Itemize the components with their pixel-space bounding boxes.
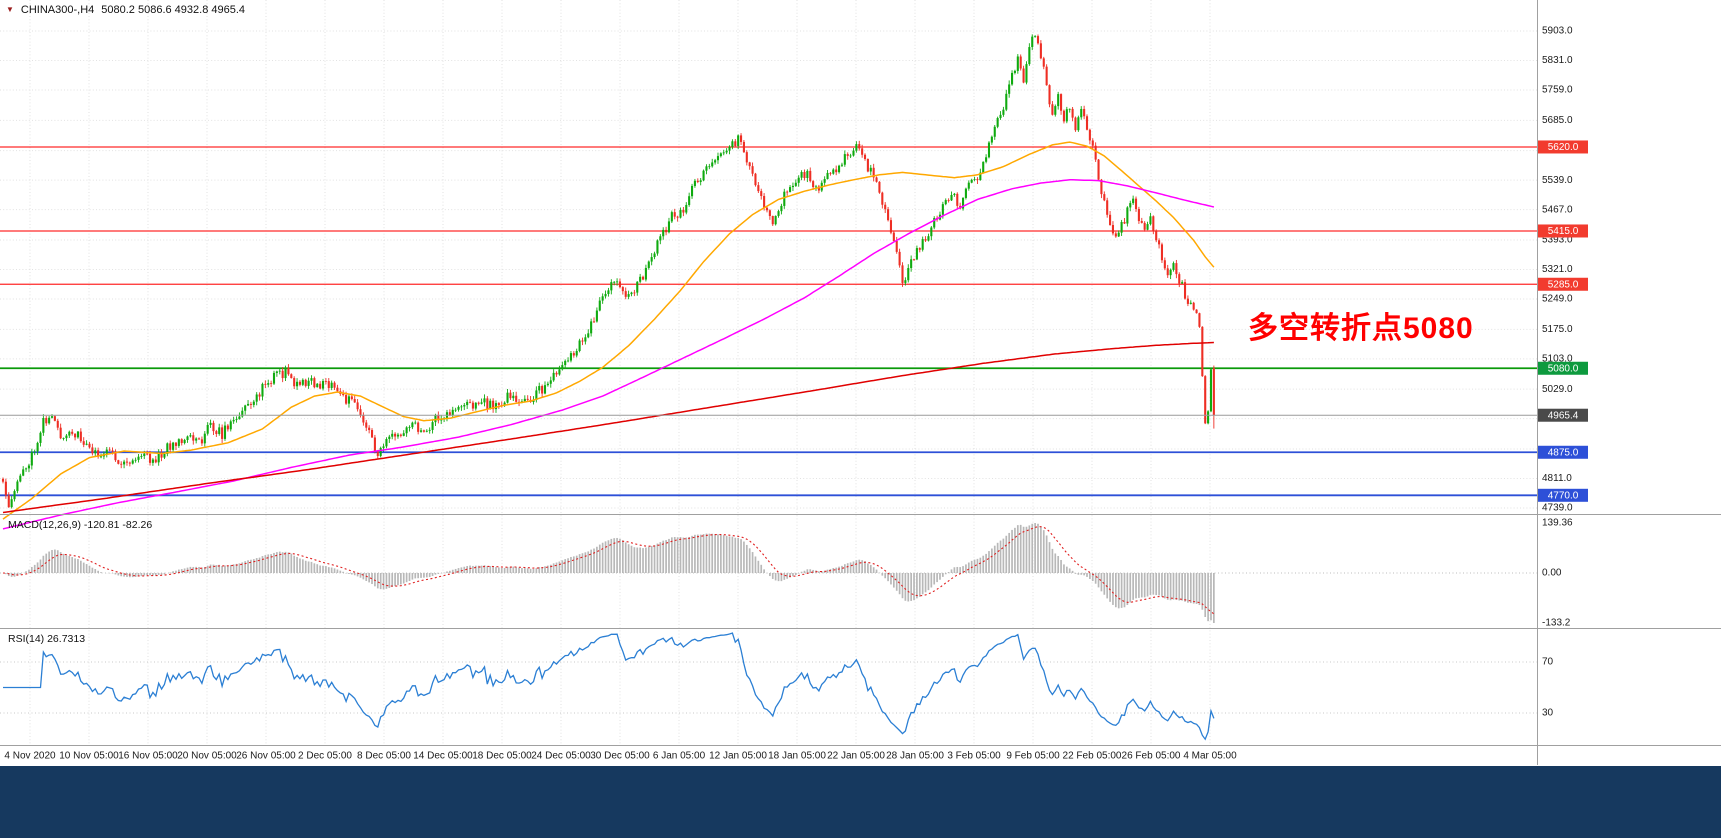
rsi-pane: 70 30 [0, 632, 1554, 741]
svg-text:9 Feb 05:00: 9 Feb 05:00 [1006, 751, 1060, 762]
svg-text:5415.0: 5415.0 [1548, 226, 1579, 237]
pane-dividers [0, 0, 1721, 765]
bottom-panel [0, 766, 1721, 838]
svg-text:5467.0: 5467.0 [1542, 204, 1573, 215]
svg-text:22 Feb 05:00: 22 Feb 05:00 [1063, 751, 1122, 762]
symbol-dropdown-icon[interactable]: ▼ [6, 5, 14, 14]
svg-text:139.36: 139.36 [1542, 518, 1573, 529]
svg-text:5285.0: 5285.0 [1548, 279, 1579, 290]
svg-text:12 Jan 05:00: 12 Jan 05:00 [709, 751, 767, 762]
candles-layer [1, 34, 1215, 509]
time-axis[interactable]: 4 Nov 2020 10 Nov 05:00 16 Nov 05:00 20 Nov… [4, 751, 1237, 762]
svg-text:28 Jan 05:00: 28 Jan 05:00 [886, 751, 944, 762]
svg-text:4 Mar 05:00: 4 Mar 05:00 [1183, 751, 1237, 762]
svg-text:18 Jan 05:00: 18 Jan 05:00 [768, 751, 826, 762]
svg-text:10 Nov 05:00: 10 Nov 05:00 [59, 751, 119, 762]
price-annotation-text[interactable]: 多空转折点5080 [1248, 312, 1474, 345]
horizontal-level-lines[interactable] [0, 146, 1537, 497]
svg-text:5029.0: 5029.0 [1542, 384, 1573, 395]
chart-canvas[interactable]: 5903.0 5831.0 5759.0 5685.0 5539.0 5467.0 5393… [0, 0, 1721, 766]
price-badge-5080.0 [1538, 361, 1588, 375]
svg-text:5249.0: 5249.0 [1542, 294, 1573, 305]
price-badge-4770.0 [1538, 488, 1588, 502]
svg-text:5831.0: 5831.0 [1542, 55, 1573, 66]
svg-text:20 Nov 05:00: 20 Nov 05:00 [177, 751, 237, 762]
svg-text:4965.4: 4965.4 [1548, 410, 1579, 421]
svg-text:14 Dec 05:00: 14 Dec 05:00 [413, 751, 473, 762]
macd-indicator-label: MACD(12,26,9) -120.81 -82.26 [8, 519, 153, 531]
svg-text:2 Dec 05:00: 2 Dec 05:00 [298, 751, 352, 762]
svg-text:0.00: 0.00 [1542, 568, 1562, 579]
svg-text:5759.0: 5759.0 [1542, 85, 1573, 96]
svg-text:30 Dec 05:00: 30 Dec 05:00 [590, 751, 650, 762]
price-badge-5620.0 [1538, 140, 1588, 154]
svg-text:8 Dec 05:00: 8 Dec 05:00 [357, 751, 411, 762]
svg-text:22 Jan 05:00: 22 Jan 05:00 [827, 751, 885, 762]
svg-text:5620.0: 5620.0 [1548, 142, 1579, 153]
svg-text:24 Dec 05:00: 24 Dec 05:00 [531, 751, 591, 762]
svg-text:-133.2: -133.2 [1542, 618, 1571, 629]
svg-text:4739.0: 4739.0 [1542, 503, 1573, 514]
price-badge-5285.0 [1538, 277, 1588, 291]
ma-mid-line [2, 179, 1215, 530]
svg-text:5539.0: 5539.0 [1542, 175, 1573, 186]
ma-slow-line [2, 341, 1214, 514]
macd-pane: 139.36 0.00 -133.2 [0, 518, 1573, 629]
svg-text:4 Nov 2020: 4 Nov 2020 [4, 751, 56, 762]
svg-text:70: 70 [1542, 657, 1554, 668]
price-badge-4875.0 [1538, 445, 1588, 459]
svg-text:5685.0: 5685.0 [1542, 115, 1573, 126]
svg-text:4770.0: 4770.0 [1548, 490, 1579, 501]
rsi-indicator-label: RSI(14) 26.7313 [8, 633, 86, 645]
svg-text:16 Nov 05:00: 16 Nov 05:00 [118, 751, 178, 762]
ohlc-values: 5080.2 5086.6 4932.8 4965.4 [101, 4, 246, 16]
svg-text:5903.0: 5903.0 [1542, 26, 1573, 37]
svg-text:5103.0: 5103.0 [1542, 353, 1573, 364]
svg-text:4875.0: 4875.0 [1548, 447, 1579, 458]
svg-text:4811.0: 4811.0 [1542, 473, 1572, 484]
price-badge-5415.0 [1538, 224, 1588, 238]
svg-text:30: 30 [1542, 708, 1554, 719]
price-badge-4965.4 [1538, 408, 1588, 422]
svg-text:26 Feb 05:00: 26 Feb 05:00 [1122, 751, 1181, 762]
svg-text:5175.0: 5175.0 [1542, 324, 1573, 335]
svg-text:6 Jan 05:00: 6 Jan 05:00 [653, 751, 706, 762]
price-scale[interactable]: 5903.0 5831.0 5759.0 5685.0 5539.0 5467.0 5393… [1538, 26, 1588, 514]
svg-text:5080.0: 5080.0 [1548, 363, 1579, 374]
svg-text:3 Feb 05:00: 3 Feb 05:00 [947, 751, 1001, 762]
grid-layer [0, 0, 1537, 745]
svg-text:5321.0: 5321.0 [1542, 264, 1573, 275]
svg-text:18 Dec 05:00: 18 Dec 05:00 [472, 751, 532, 762]
ma-fast-line [2, 141, 1215, 520]
svg-text:5393.0: 5393.0 [1542, 235, 1573, 246]
chart-title: ▼ CHINA300-,H4 5080.2 5086.6 4932.8 4965… [6, 4, 245, 16]
symbol-timeframe-label: CHINA300-,H4 [20, 4, 95, 16]
svg-text:26 Nov 05:00: 26 Nov 05:00 [236, 751, 296, 762]
